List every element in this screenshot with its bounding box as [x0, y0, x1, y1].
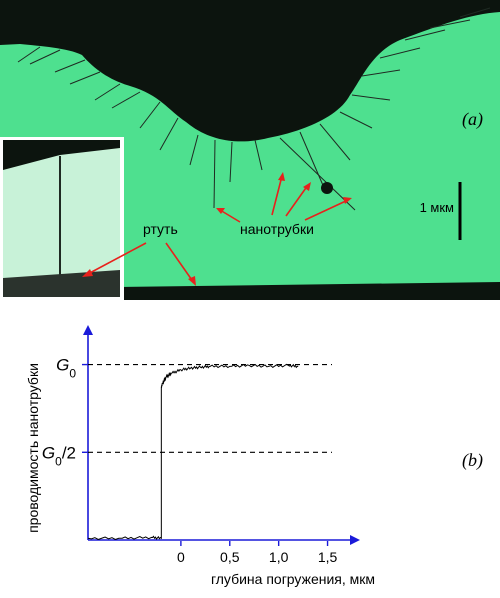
y-axis-arrowhead — [83, 325, 93, 335]
y-level-label: G0/2 — [42, 443, 76, 468]
conductance-chart: 0 0,5 1,0 1,5 G0 G0/2 проводимость нанотрубки… — [25, 325, 483, 587]
inset-image — [0, 137, 124, 300]
panel-a-label: (a) — [462, 109, 483, 130]
nanotubes-label: нанотрубки — [240, 221, 314, 237]
annotation-arrowheads — [82, 172, 352, 286]
x-tick-label: 1,0 — [269, 549, 289, 565]
scale-bar-label: 1 мкм — [420, 200, 454, 215]
y-axis-label: проводимость нанотрубки — [25, 363, 41, 533]
x-tick-label: 1,5 — [318, 549, 338, 565]
x-axis-label: глубина погружения, мкм — [211, 571, 375, 587]
mercury-label: ртуть — [143, 221, 178, 237]
probe-tip — [0, 0, 500, 142]
mercury-surface — [120, 282, 500, 300]
reference-lines — [88, 363, 332, 453]
y-level-label: G0 — [56, 356, 76, 381]
micrograph-panel-a: 1 мкм (a) ртуть нанотрубки — [0, 0, 500, 300]
x-tick-label: 0 — [177, 549, 185, 565]
tick-layer: 0 0,5 1,0 1,5 G0 G0/2 — [42, 356, 338, 565]
x-tick-label: 0,5 — [220, 549, 240, 565]
conductance-curve — [87, 363, 299, 540]
chart-axes — [83, 325, 360, 545]
panel-b-label: (b) — [462, 450, 483, 471]
micrograph: 1 мкм (a) ртуть нанотрубки — [0, 0, 500, 300]
curve-layer — [87, 363, 299, 540]
chart-panel-b: 0 0,5 1,0 1,5 G0 G0/2 проводимость нанотрубки… — [0, 318, 500, 593]
nanotube-droplet — [321, 182, 333, 194]
nanotube-whiskers — [17, 7, 491, 211]
x-axis-arrowhead — [350, 535, 360, 545]
annotation-arrows — [85, 175, 349, 284]
